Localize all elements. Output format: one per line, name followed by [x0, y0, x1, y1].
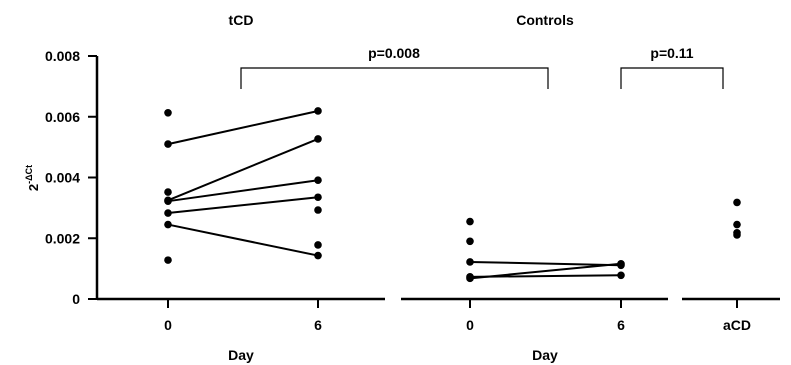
data-point-p2-0 [733, 198, 741, 207]
y-axis-label-exponent: -ΔCt [24, 165, 34, 184]
data-point-p0-2 [164, 188, 172, 196]
y-tick-label-0.004: 0.004 [45, 170, 80, 186]
x-tick-label-tcd-0: 0 [164, 317, 172, 333]
x-tick-label-tcd-6: 6 [314, 317, 322, 333]
panel-title-controls: Controls [516, 12, 574, 28]
y-tick-label-0: 0 [72, 291, 80, 307]
data-point-p1-6 [617, 261, 625, 270]
data-point-p1-4 [466, 274, 474, 283]
x-tick-label-controls-6: 6 [617, 317, 625, 333]
data-point-p0-11 [314, 193, 322, 202]
data-point-p1-7 [617, 271, 625, 280]
data-point-p0-12 [314, 206, 322, 214]
y-axis-label-base: 2 [26, 184, 41, 191]
x-axis-label-controls: Day [532, 347, 558, 363]
data-point-p0-0 [164, 109, 172, 117]
panel-title-tcd: tCD [229, 12, 254, 28]
data-point-p0-13 [314, 241, 322, 249]
data-point-p0-14 [314, 251, 322, 260]
paired-line-p0-3 [167, 196, 319, 215]
data-layer [164, 107, 741, 283]
data-point-p0-1 [164, 140, 172, 148]
comparison-label-controls-acd: p=0.11 [650, 45, 693, 61]
data-point-p0-6 [164, 220, 172, 229]
paired-line-p1-0 [469, 260, 622, 267]
paired-line-p0-0 [167, 110, 319, 146]
paired-line-p1-2 [469, 274, 622, 278]
comparison-label-tcd-controls: p=0.008 [368, 45, 420, 61]
y-tick-label-0.006: 0.006 [45, 109, 80, 125]
paired-line-p0-2 [167, 179, 319, 203]
data-point-p0-9 [314, 135, 322, 143]
comparison-bracket-controls-acd [620, 67, 724, 89]
data-point-p1-1 [466, 237, 474, 246]
paired-line-p0-1 [167, 137, 319, 202]
data-point-p2-1 [733, 220, 741, 229]
data-point-p1-0 [466, 217, 474, 226]
paired-line-p0-4 [167, 223, 319, 257]
x-tick-label-acd: aCD [723, 317, 751, 333]
data-point-p0-8 [314, 107, 322, 115]
data-point-p0-5 [164, 209, 172, 217]
x-tick-label-controls-0: 0 [466, 317, 474, 333]
y-tick-label-0.002: 0.002 [45, 230, 80, 246]
y-tick-label-0.008: 0.008 [45, 48, 80, 64]
data-point-p2-3 [733, 231, 741, 239]
comparison-bracket-tcd-controls [240, 67, 549, 89]
data-point-p1-2 [466, 258, 474, 266]
data-point-p0-4 [164, 197, 172, 205]
data-point-p0-7 [164, 256, 172, 264]
y-axis-label: 2-ΔCt [24, 165, 41, 191]
data-point-p0-10 [314, 176, 322, 185]
x-axis-label-tcd: Day [228, 347, 254, 363]
